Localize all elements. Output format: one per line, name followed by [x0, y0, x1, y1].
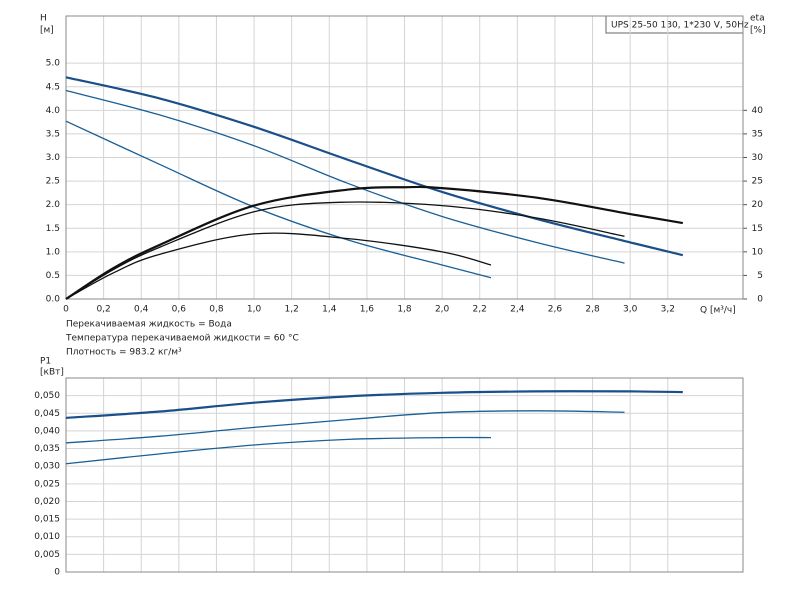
x-tick-label: 0 [63, 305, 69, 315]
x-tick-label: 2,4 [510, 305, 525, 315]
y2-tick-label: 20 [752, 200, 764, 210]
annotation: Плотность = 983.2 кг/м³ [66, 348, 182, 358]
y-tick-label: 2.5 [46, 177, 60, 187]
y-tick-label: 4.0 [46, 106, 61, 116]
y-tick-label: 0.5 [46, 271, 60, 281]
y-tick-label: 0,025 [34, 479, 60, 489]
y-tick-label: 0,005 [34, 550, 60, 560]
y-axis-label: H [40, 14, 47, 24]
y-tick-label: 0 [54, 568, 60, 578]
y-tick-label: 3.5 [46, 129, 60, 139]
y2-axis-unit: [%] [750, 26, 766, 36]
x-tick-label: 1,6 [360, 305, 375, 315]
y2-tick-label: 0 [757, 295, 763, 305]
x-tick-label: 2,0 [435, 305, 450, 315]
y-tick-label: 0,030 [34, 462, 60, 472]
curve [65, 232, 492, 300]
x-tick-label: 1,0 [247, 305, 262, 315]
curve [65, 120, 492, 279]
y2-tick-label: 10 [752, 247, 764, 257]
y-axis-label: P1 [40, 357, 51, 367]
x-tick-label: 0,2 [96, 305, 110, 315]
y2-tick-label: 35 [752, 129, 763, 139]
plot-frame [65, 377, 744, 573]
y-tick-label: 2.0 [46, 200, 61, 210]
y2-axis-label: eta [750, 14, 765, 24]
y-tick-label: 1.0 [46, 247, 61, 257]
curve [65, 436, 492, 465]
y-tick-label: 0,035 [34, 444, 60, 454]
x-axis-label: Q [м³/ч] [700, 306, 736, 316]
y2-tick-label: 5 [757, 271, 763, 281]
y-tick-label: 0.0 [46, 295, 61, 305]
y2-tick-label: 40 [752, 106, 764, 116]
x-tick-label: 3,0 [623, 305, 638, 315]
x-tick-label: 2,8 [585, 305, 600, 315]
x-tick-label: 0,4 [134, 305, 149, 315]
x-tick-label: 1,2 [285, 305, 299, 315]
curve [65, 390, 683, 419]
y2-tick-label: 25 [752, 177, 763, 187]
y-axis-unit: [кВт] [40, 368, 64, 378]
curve [65, 201, 625, 300]
y-tick-label: 1.5 [46, 224, 60, 234]
y2-tick-label: 15 [752, 224, 763, 234]
curve [65, 185, 684, 300]
y-tick-label: 4.5 [46, 82, 60, 92]
annotation: Температура перекачиваемой жидкости = 60… [65, 334, 299, 344]
y-tick-label: 0,010 [34, 532, 60, 542]
y-tick-label: 0,015 [34, 515, 60, 525]
x-tick-label: 0,8 [209, 305, 224, 315]
y-tick-label: 3.0 [46, 153, 61, 163]
y-tick-label: 0,045 [34, 409, 60, 419]
x-tick-label: 1,4 [322, 305, 337, 315]
y2-tick-label: 30 [752, 153, 764, 163]
chart-title: UPS 25-50 130, 1*230 V, 50Hz [611, 21, 749, 31]
x-tick-label: 2,6 [548, 305, 563, 315]
x-tick-label: 1,8 [397, 305, 412, 315]
x-tick-label: 3,2 [661, 305, 675, 315]
x-tick-label: 0,6 [172, 305, 187, 315]
y-tick-label: 0,040 [34, 426, 60, 436]
curve [65, 76, 684, 257]
curve [65, 410, 625, 444]
x-tick-label: 2,2 [473, 305, 487, 315]
plot-frame [65, 15, 744, 300]
y-tick-label: 0,050 [34, 391, 60, 401]
curve [65, 89, 625, 264]
y-tick-label: 5.0 [46, 59, 61, 69]
annotation: Перекачиваемая жидкость = Вода [66, 320, 232, 330]
y-axis-unit: [м] [40, 26, 54, 36]
y-tick-label: 0,020 [34, 497, 60, 507]
